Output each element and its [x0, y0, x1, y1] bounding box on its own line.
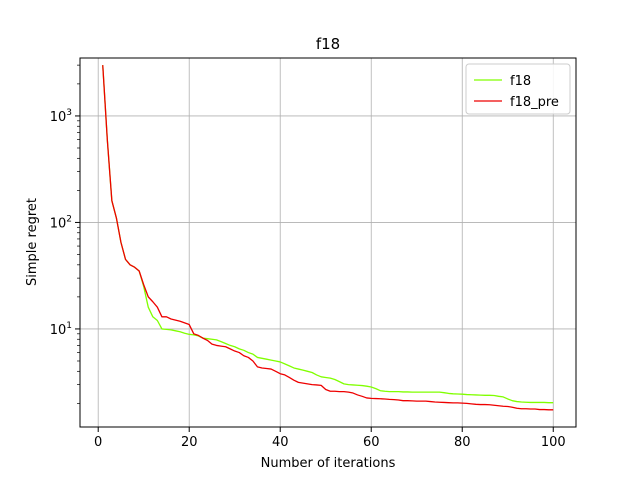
- series-lines: [102, 65, 554, 411]
- y-tick-label: 102: [50, 214, 72, 231]
- x-tick-label: 40: [272, 435, 289, 450]
- series-line-f18_pre: [102, 65, 554, 411]
- y-tick-base: 10: [50, 216, 67, 231]
- y-tick-base: 10: [50, 323, 67, 338]
- series-line-f18: [102, 65, 554, 404]
- y-axis-label: Simple regret: [25, 198, 40, 286]
- y-tick-exponent: 1: [66, 321, 72, 331]
- x-axis-label: Number of iterations: [261, 456, 396, 471]
- plot-frame: [79, 57, 577, 428]
- legend-label: f18: [510, 74, 531, 89]
- x-tick-label: 80: [454, 435, 471, 450]
- y-tick-base: 10: [50, 110, 67, 125]
- legend-label: f18_pre: [510, 95, 559, 110]
- x-tick-label: 0: [94, 435, 102, 450]
- y-tick-label: 103: [50, 108, 72, 125]
- y-tick-exponent: 3: [66, 108, 72, 118]
- x-tick-label: 20: [181, 435, 198, 450]
- y-tick-label: 101: [50, 321, 72, 338]
- legend: f18 f18_pre: [465, 63, 571, 115]
- y-tick-exponent: 2: [66, 214, 72, 224]
- x-tick-label: 100: [541, 435, 566, 450]
- x-tick-label: 60: [363, 435, 380, 450]
- chart-title: f18: [316, 35, 340, 53]
